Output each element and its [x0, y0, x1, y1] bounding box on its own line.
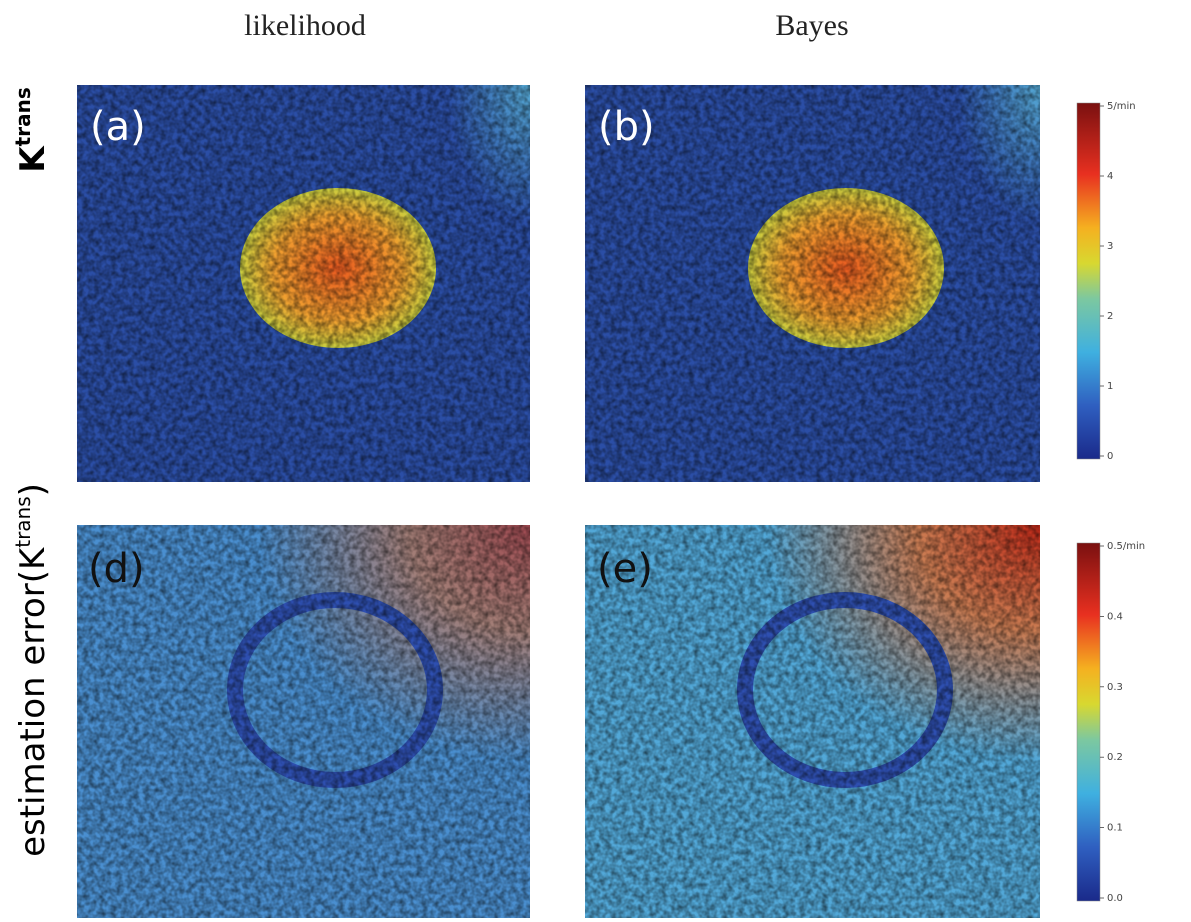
column-heading: likelihood [244, 9, 366, 42]
colorbar-label: 0.1 [1107, 823, 1123, 834]
row-label-text: ) [13, 483, 53, 496]
colorbar-label: 0.2 [1107, 752, 1123, 763]
colorbar-label: 0.4 [1107, 611, 1123, 622]
colorbar-label: 5/min [1107, 101, 1136, 112]
figure: likelihood Bayes Ktrans estimation error… [0, 0, 1191, 922]
row-label-sup: trans [11, 87, 35, 146]
colorbar-label: 0 [1107, 451, 1113, 462]
panel: (a) [77, 85, 530, 482]
row-label: Ktrans [11, 87, 53, 172]
panel: (e) [585, 525, 1040, 918]
colorbar-label: 0.3 [1107, 682, 1123, 693]
row-label-sup: trans [11, 496, 35, 547]
row-label-text: estimation error(K [13, 546, 53, 857]
panel-label: (a) [90, 104, 146, 150]
row-label-text: K [13, 145, 53, 173]
colorbar-label: 2 [1107, 311, 1113, 322]
colorbar [1077, 103, 1100, 459]
colorbar-label: 0.5/min [1107, 541, 1145, 552]
colorbar-label: 0.0 [1107, 893, 1123, 904]
panel: (d) [77, 525, 530, 918]
panel: (b) [585, 85, 1040, 482]
column-heading: Bayes [775, 9, 848, 42]
colorbar-label: 3 [1107, 241, 1113, 252]
row-label: estimation error(Ktrans) [11, 483, 53, 857]
colorbar-labels: 5/min 4 3 2 1 0 0.5/min 0.4 0.3 0.2 0.1 0.0 [1100, 101, 1145, 904]
panel-label: (d) [88, 546, 145, 592]
colorbar-label: 4 [1107, 171, 1113, 182]
panel-label: (b) [598, 104, 655, 150]
panel-label: (e) [597, 546, 653, 592]
colorbar [1077, 543, 1100, 901]
colorbar-label: 1 [1107, 381, 1113, 392]
